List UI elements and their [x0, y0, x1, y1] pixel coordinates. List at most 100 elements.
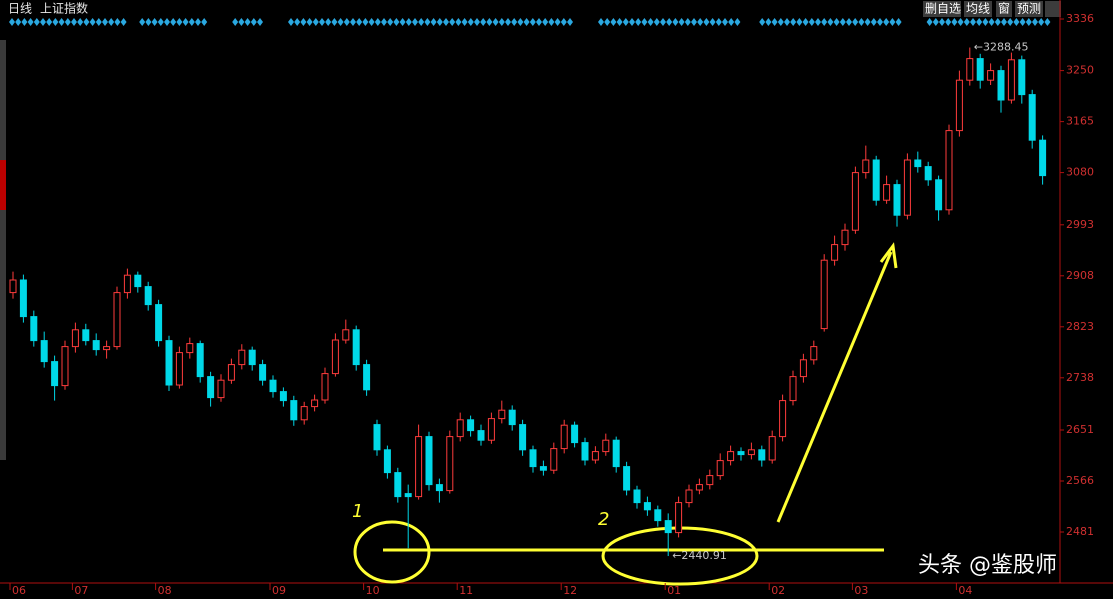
candle-body	[914, 159, 922, 168]
signal-diamond	[895, 18, 902, 26]
candle-body	[175, 352, 183, 386]
candle-body	[227, 364, 235, 381]
candle-body	[248, 349, 256, 366]
signal-diamond	[102, 18, 108, 26]
candle-body	[633, 489, 641, 504]
signal-diamond	[926, 18, 933, 26]
candle-body	[581, 442, 589, 461]
signal-diamond	[759, 18, 766, 26]
signal-diamond	[151, 18, 158, 26]
signal-diamond	[381, 18, 387, 26]
y-tick-label: 2651	[1066, 423, 1094, 436]
signal-diamond	[610, 18, 617, 26]
signal-diamond	[567, 18, 573, 26]
candle-body	[134, 274, 142, 288]
candle-body	[279, 391, 287, 402]
signal-diamond	[1001, 18, 1007, 26]
signal-diamond	[784, 18, 790, 26]
candle-body	[290, 400, 298, 421]
candle-body	[935, 179, 943, 211]
y-tick-label: 3080	[1066, 166, 1094, 179]
signal-diamond	[89, 18, 96, 26]
signal-diamond	[331, 18, 338, 26]
candle-body	[831, 244, 839, 261]
candle-body	[987, 70, 995, 81]
signal-diamond	[963, 18, 970, 26]
signal-row	[9, 18, 1051, 26]
candle-body	[269, 379, 277, 393]
signal-diamond	[195, 18, 201, 26]
signal-diamond	[350, 18, 356, 26]
signal-diamond	[71, 18, 77, 26]
candle-body	[997, 70, 1005, 101]
candle-body	[477, 430, 485, 441]
signal-diamond	[108, 18, 115, 26]
signal-diamond	[306, 18, 313, 26]
y-tick-label: 3336	[1066, 12, 1094, 25]
signal-diamond	[808, 18, 815, 26]
signal-diamond	[703, 18, 710, 26]
toolbar-button-label[interactable]: 预测	[1017, 2, 1041, 16]
toolbar-button[interactable]	[923, 1, 961, 17]
signal-diamond	[932, 18, 939, 26]
candle-body	[300, 406, 308, 421]
signal-diamond	[33, 18, 40, 26]
x-tick-label: 04	[958, 584, 972, 597]
candle-body	[415, 436, 423, 498]
toolbar-button[interactable]	[964, 1, 992, 17]
signal-diamond	[436, 18, 443, 26]
candle-body	[40, 340, 48, 363]
toolbar-button-label[interactable]: 删自选	[925, 2, 961, 16]
candle-body	[883, 184, 891, 201]
signal-diamond	[170, 18, 177, 26]
toolbar-button-label[interactable]: 窗	[998, 2, 1010, 16]
candle-body	[768, 436, 776, 461]
signal-diamond	[1038, 18, 1045, 26]
candle-body	[71, 329, 79, 348]
y-tick-label: 2823	[1066, 320, 1094, 333]
toolbar-button[interactable]	[1015, 1, 1043, 17]
candle-body	[945, 130, 953, 211]
signal-diamond	[412, 18, 418, 26]
candle-body	[238, 349, 246, 366]
candle-body	[893, 184, 901, 216]
candle-body	[51, 361, 59, 387]
signal-diamond	[1032, 18, 1038, 26]
toolbar-button[interactable]	[996, 1, 1012, 17]
signal-diamond	[548, 18, 555, 26]
toolbar-button-label[interactable]: 均线	[966, 2, 990, 16]
signal-diamond	[343, 18, 350, 26]
signal-diamond	[474, 18, 480, 26]
watermark: 头条 @鉴股师	[918, 553, 1057, 578]
candle-body	[602, 439, 610, 453]
candle-body	[695, 484, 703, 491]
signal-diamond	[399, 18, 406, 26]
candle-body	[186, 343, 194, 354]
circle-1	[353, 520, 431, 584]
mark-1: 1	[352, 501, 363, 522]
candle-body	[955, 79, 963, 132]
candle-body	[716, 460, 724, 477]
candle-body	[165, 340, 173, 386]
signal-diamond	[52, 18, 59, 26]
signal-diamond	[418, 18, 425, 26]
signal-diamond	[889, 18, 896, 26]
signal-diamond	[988, 18, 995, 26]
candle-body	[487, 418, 495, 441]
signal-diamond	[883, 18, 890, 26]
signal-diamond	[790, 18, 797, 26]
candle-body	[623, 466, 631, 491]
candle-body	[394, 472, 402, 498]
signal-diamond	[21, 18, 28, 26]
signal-diamond	[1013, 18, 1020, 26]
signal-diamond	[424, 18, 431, 26]
signal-diamond	[982, 18, 989, 26]
signal-diamond	[300, 18, 307, 26]
signal-diamond	[176, 18, 183, 26]
candle-body	[311, 399, 319, 408]
signal-diamond	[238, 18, 245, 26]
signal-diamond	[517, 18, 524, 26]
toolbar-button[interactable]	[1045, 1, 1061, 17]
extreme-label: ←3288.45	[974, 41, 1029, 54]
signal-diamond	[852, 18, 859, 26]
